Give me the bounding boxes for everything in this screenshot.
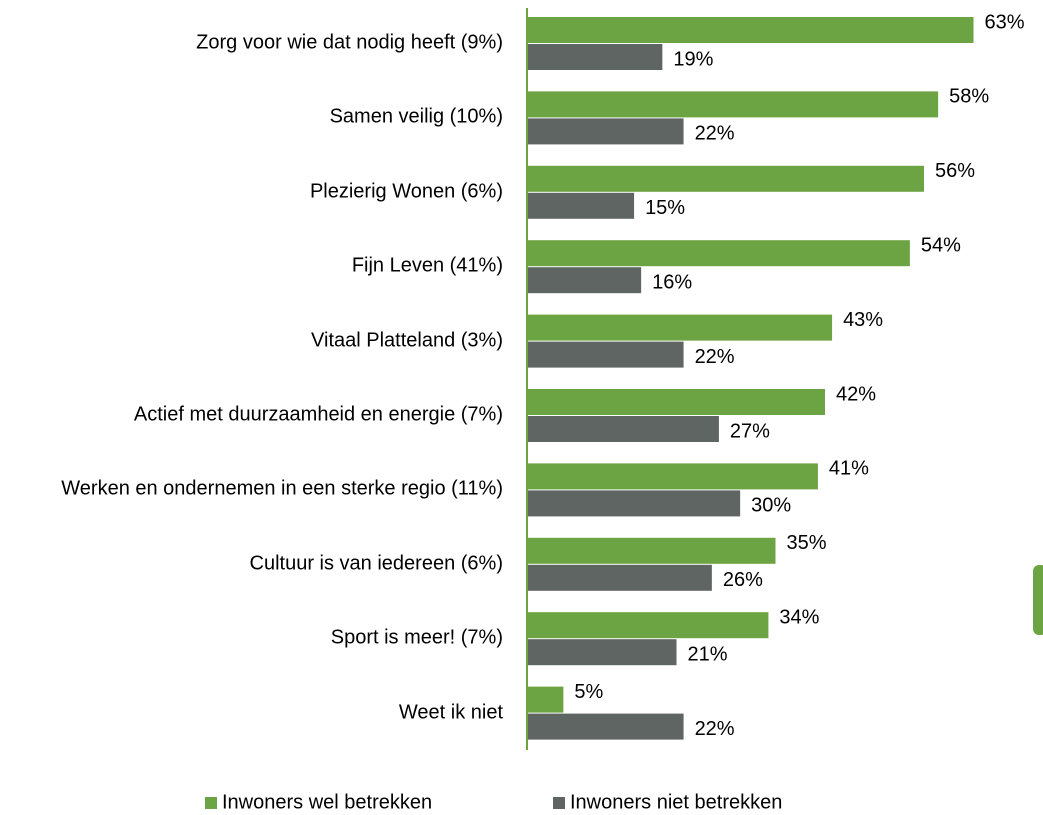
value-label: 56% [935,160,975,182]
bar [528,389,825,415]
bar [528,463,818,490]
bar [528,44,663,70]
value-label: 15% [645,197,685,219]
value-label: 63% [985,11,1025,33]
bar [528,490,741,517]
category-label: Fijn Leven (41%) [351,254,503,277]
bar [528,240,910,267]
bar [528,91,939,118]
value-label: 54% [921,234,961,256]
bar [528,564,712,591]
side-tab [1033,565,1043,635]
value-label: 22% [695,718,735,740]
bar [528,165,924,192]
value-label: 35% [787,532,827,554]
value-label: 21% [688,643,728,665]
bar [528,416,719,442]
category-label: Sport is meer! (7%) [330,626,503,649]
legend-label: Inwoners niet betrekken [570,791,782,813]
category-label: Weet ik niet [398,701,503,724]
bar [528,713,684,740]
bar [528,639,677,666]
bar [528,314,833,341]
legend-swatch [205,797,217,809]
category-label: Werken en ondernemen in een sterke regio… [61,477,503,500]
bar [528,267,642,294]
value-label: 19% [673,48,713,70]
bar [528,17,974,43]
bar [528,192,635,219]
bar [528,118,684,145]
bar [528,341,684,368]
category-label: Zorg voor wie dat nodig heeft (9%) [196,31,503,54]
value-label: 34% [779,606,819,628]
value-label: 43% [843,309,883,331]
value-label: 58% [949,86,989,108]
category-label: Samen veilig (10%) [329,105,503,128]
value-label: 41% [829,458,869,480]
category-label: Plezierig Wonen (6%) [309,180,503,203]
bar [528,537,776,564]
value-label: 22% [695,123,735,145]
value-label: 27% [730,420,770,442]
bar [528,686,564,713]
value-label: 16% [652,271,692,293]
value-label: 26% [723,569,763,591]
value-label: 30% [751,495,791,517]
category-label: Actief met duurzaamheid en energie (7%) [133,403,503,426]
legend-label: Inwoners wel betrekken [222,791,432,813]
legend-swatch [553,797,565,809]
value-label: 42% [836,383,876,405]
category-label: Vitaal Platteland (3%) [311,329,503,352]
category-label: Cultuur is van iedereen (6%) [249,552,503,575]
bar [528,612,769,639]
value-label: 22% [695,346,735,368]
value-label: 5% [574,681,603,703]
